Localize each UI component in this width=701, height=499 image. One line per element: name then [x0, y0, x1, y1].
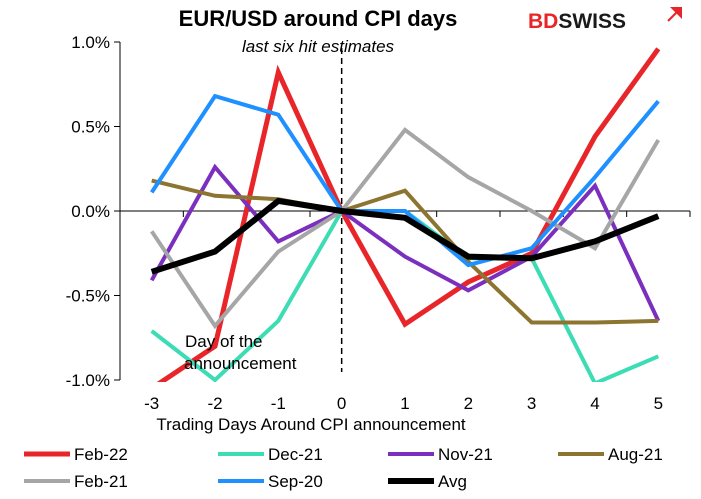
- legend-label: Nov-21: [438, 445, 493, 464]
- logo-swiss: SWISS: [558, 10, 626, 33]
- x-tick-label: 4: [590, 394, 599, 413]
- x-axis-title: Trading Days Around CPI announcement: [156, 415, 466, 434]
- series-line-sep-20: [150, 93, 660, 268]
- legend-label: Aug-21: [608, 445, 663, 464]
- legend-label: Sep-20: [268, 472, 323, 491]
- legend-label: Feb-21: [74, 472, 128, 491]
- x-tick-label: -2: [207, 394, 222, 413]
- x-tick-label: -3: [144, 394, 159, 413]
- chart-subtitle: last six hit estimates: [242, 37, 395, 56]
- series-line-feb-22: [156, 47, 661, 382]
- y-tick-label: 0.0%: [71, 202, 110, 221]
- legend-label: Feb-22: [74, 445, 128, 464]
- annotation-line-1: Day of the: [185, 332, 263, 351]
- legend: Feb-22 Dec-21 Nov-21 Aug-21 Feb-21 Sep-20 Avg: [24, 445, 663, 491]
- y-tick-label: 1.0%: [71, 33, 110, 52]
- x-tick-label: -1: [271, 394, 286, 413]
- bdswiss-logo: BDSWISS: [528, 7, 682, 33]
- series-lines: [149, 47, 661, 382]
- annotation-line-2: announcement: [184, 354, 297, 373]
- x-tick-label: 5: [654, 394, 663, 413]
- logo-bd: BD: [528, 10, 558, 33]
- y-tick-label: -1.0%: [66, 371, 110, 390]
- y-tick-label: -0.5%: [66, 287, 110, 306]
- series-line-feb-21: [150, 127, 661, 330]
- series-line-avg: [150, 197, 660, 275]
- y-tick-label: 0.5%: [71, 118, 110, 137]
- logo-arrow-stroke-icon: [667, 8, 681, 22]
- x-tick-label: 3: [527, 394, 536, 413]
- legend-label: Dec-21: [268, 445, 323, 464]
- x-tick-label: 1: [400, 394, 409, 413]
- series-line-nov-21: [149, 163, 661, 322]
- x-tick-label: 0: [337, 394, 346, 413]
- legend-label: Avg: [438, 472, 467, 491]
- x-tick-label: 2: [464, 394, 473, 413]
- tick-labels: 1.0% 0.5% 0.0% -0.5% -1.0% -3 -2 -1 0 1 2 3 4 5: [66, 33, 663, 413]
- logo-text: BDSWISS: [528, 10, 626, 33]
- chart-title: EUR/USD around CPI days: [179, 6, 458, 31]
- series-line-aug-21: [151, 178, 659, 325]
